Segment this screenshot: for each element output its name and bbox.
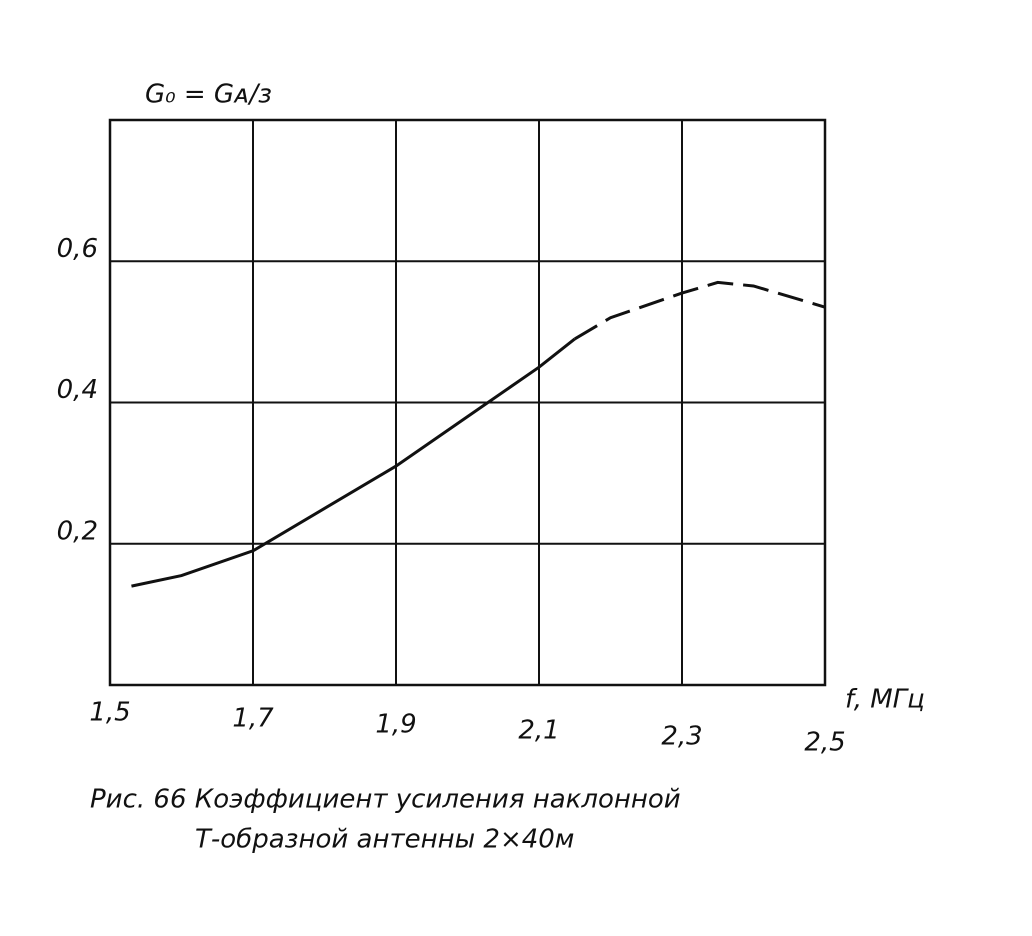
x-tick-label: 1,5 [89,698,130,728]
caption-line: Т-образной антенны 2×40м [195,825,574,855]
x-axis-label: f, МГц [845,685,925,715]
x-tick-label: 1,7 [232,704,274,734]
y-tick-label: 0,2 [57,516,98,546]
y-tick-label: 0,6 [57,234,98,264]
x-tick-label: 2,1 [518,716,559,746]
x-tick-label: 2,5 [804,728,845,758]
y-tick-label: 0,4 [57,375,98,405]
caption-line: Рис. 66 Коэффициент усиления наклонной [90,785,681,815]
x-tick-label: 1,9 [375,710,416,740]
data-line [573,280,826,341]
x-tick-label: 2,3 [661,722,702,752]
y-axis-label: G₀ = Gᴀ/з [145,80,272,110]
data-line [131,337,576,588]
